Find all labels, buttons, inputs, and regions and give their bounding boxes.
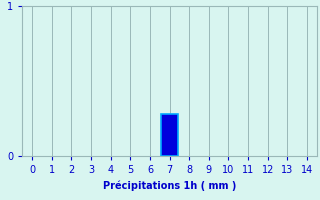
X-axis label: Précipitations 1h ( mm ): Précipitations 1h ( mm ) <box>103 181 236 191</box>
Bar <box>161 114 178 156</box>
